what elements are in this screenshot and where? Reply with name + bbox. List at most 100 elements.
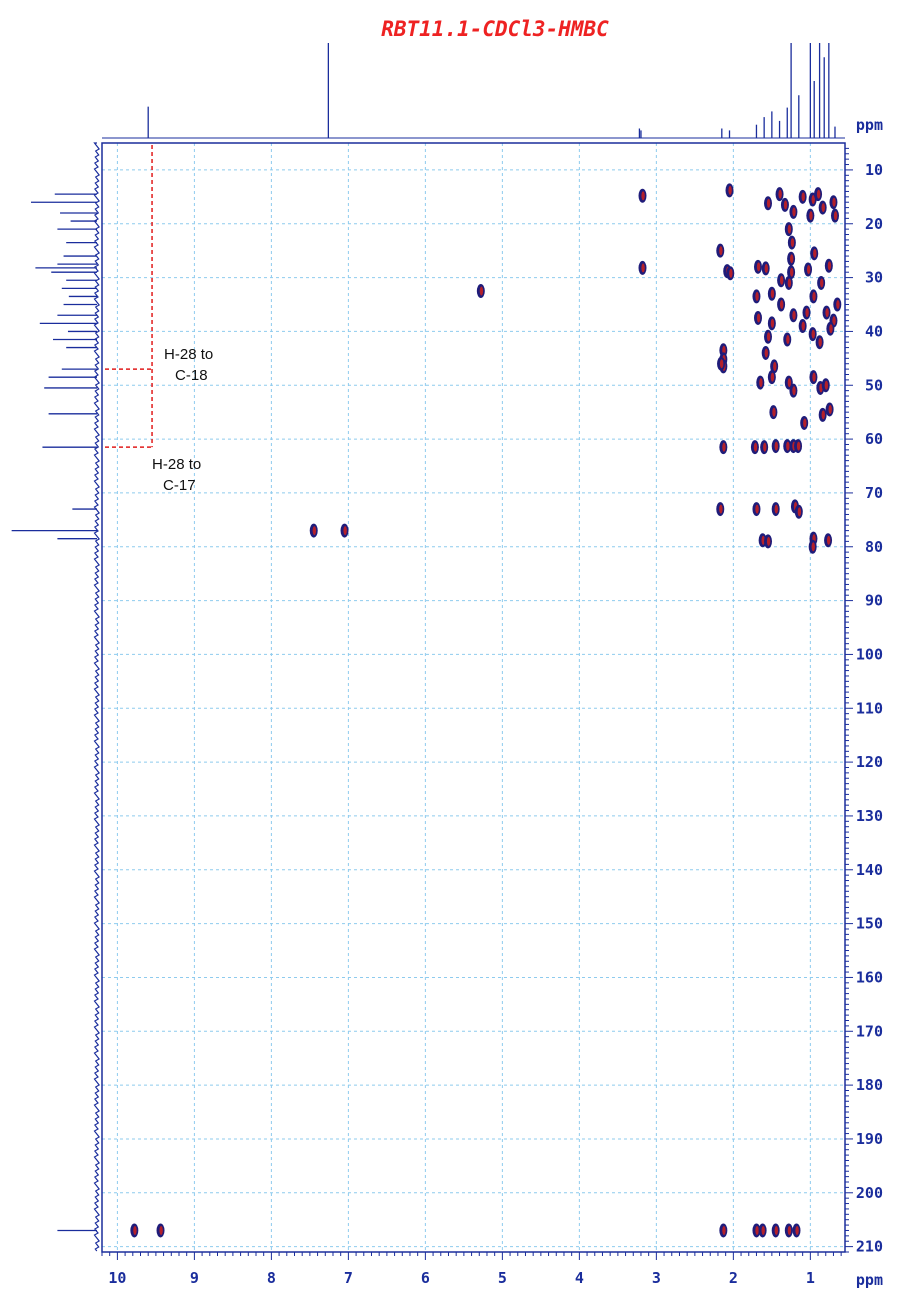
correlation-peak-core xyxy=(756,313,761,323)
correlation-peak-core xyxy=(836,300,840,310)
y-tick-label: 190 xyxy=(856,1130,883,1148)
correlation-peak-core xyxy=(824,380,829,390)
correlation-peak-core xyxy=(833,211,838,221)
y-tick-label: 180 xyxy=(856,1076,883,1094)
correlation-peaks xyxy=(130,183,842,1238)
x-tick-label: 6 xyxy=(421,1269,430,1287)
x-axis-unit: ppm xyxy=(856,1271,883,1289)
correlation-peak-core xyxy=(787,278,792,288)
correlation-peak-core xyxy=(755,1225,759,1235)
y-tick-label: 210 xyxy=(856,1238,883,1256)
correlation-peak-core xyxy=(759,378,763,388)
correlation-peak-core xyxy=(797,507,802,517)
correlation-peak-core xyxy=(803,418,807,428)
correlation-peak-core xyxy=(792,310,796,320)
correlation-peak-core xyxy=(641,191,645,201)
correlation-peak-core xyxy=(792,386,796,396)
correlation-peak-core xyxy=(812,372,816,382)
correlation-peak-core xyxy=(809,211,813,221)
correlation-peak-core xyxy=(770,318,775,328)
correlation-peak-core xyxy=(787,378,792,388)
correlation-peak-core xyxy=(719,504,723,514)
correlation-peak-core xyxy=(832,316,836,326)
correlation-peak-core xyxy=(755,504,759,514)
annotation-c18-line2: C-18 xyxy=(175,367,208,384)
correlation-peak-core xyxy=(755,291,759,301)
correlation-peak-core xyxy=(774,441,779,451)
y-tick-label: 50 xyxy=(865,376,883,394)
correlation-peak-core xyxy=(829,324,833,334)
correlation-peak-core xyxy=(722,1225,726,1235)
correlation-peak-core xyxy=(811,542,815,552)
y-tick-label: 40 xyxy=(865,322,883,340)
correlation-peak-core xyxy=(821,410,825,420)
correlation-peak-core xyxy=(812,291,816,301)
y-tick-label: 200 xyxy=(856,1184,883,1202)
correlation-peak-core xyxy=(133,1225,137,1235)
correlation-peak-core xyxy=(641,263,645,273)
correlation-peak-core xyxy=(801,321,805,331)
x-tick-label: 5 xyxy=(498,1269,507,1287)
grid-lines xyxy=(102,143,845,1252)
correlation-peak-core xyxy=(818,337,822,347)
carbon-projection-spectrum xyxy=(11,142,100,1252)
correlation-peak-core xyxy=(820,278,824,288)
correlation-peak-core xyxy=(764,263,768,273)
correlation-peak-core xyxy=(761,1225,765,1235)
y-tick-label: 100 xyxy=(856,645,883,663)
correlation-peak-core xyxy=(766,332,771,342)
correlation-peak-core xyxy=(756,262,761,272)
correlation-peak-core xyxy=(763,442,767,452)
axes: 10 9 8 7 6 5 4 3 2 110203040506070809010011012013… xyxy=(101,142,883,1287)
correlation-peak-core xyxy=(770,372,775,382)
x-tick-label: 7 xyxy=(344,1269,353,1287)
correlation-peak-core xyxy=(722,442,726,452)
correlation-peak-core xyxy=(787,224,792,234)
correlation-peak-core xyxy=(774,504,779,514)
y-tick-label: 150 xyxy=(856,915,883,933)
x-tick-label: 9 xyxy=(190,1269,199,1287)
correlation-peak-core xyxy=(790,238,795,248)
correlation-peak-core xyxy=(790,267,794,277)
correlation-peak-core xyxy=(786,334,790,344)
correlation-peak-core xyxy=(796,441,801,451)
y-tick-label: 70 xyxy=(865,484,883,502)
x-tick-label: 8 xyxy=(267,1269,276,1287)
correlation-peak-core xyxy=(728,185,732,195)
y-tick-label: 90 xyxy=(865,592,883,610)
correlation-peak-core xyxy=(827,261,832,271)
x-tick-label: 3 xyxy=(652,1269,661,1287)
correlation-peak-core xyxy=(783,200,788,210)
y-axis-unit: ppm xyxy=(856,116,883,134)
x-tick-label: 1 xyxy=(806,1269,815,1287)
correlation-peak-core xyxy=(805,308,809,318)
correlation-peak-core xyxy=(786,441,790,451)
correlation-peak-core xyxy=(719,246,723,256)
correlation-peak-core xyxy=(811,195,815,205)
y-tick-label: 140 xyxy=(856,861,883,879)
correlation-peak-core xyxy=(312,526,317,536)
correlation-peak-core xyxy=(790,254,794,264)
annotation-c17-line1: H-28 to xyxy=(152,456,201,473)
correlation-peak-core xyxy=(787,1225,792,1235)
correlation-peak-core xyxy=(764,348,768,358)
y-tick-label: 10 xyxy=(865,161,883,179)
correlation-peak-core xyxy=(753,442,758,452)
x-tick-label: 10 xyxy=(108,1269,126,1287)
correlation-peak-core xyxy=(159,1225,163,1235)
y-tick-label: 160 xyxy=(856,968,883,986)
correlation-peak-core xyxy=(343,526,347,536)
correlation-peak-core xyxy=(729,268,733,278)
correlation-peak-core xyxy=(770,289,775,299)
x-tick-label: 4 xyxy=(575,1269,584,1287)
correlation-peak-core xyxy=(773,361,777,371)
annotation-c18-line1: H-28 to xyxy=(164,346,213,363)
correlation-peak-core xyxy=(821,203,825,213)
correlation-peak-core xyxy=(479,286,484,296)
y-tick-label: 20 xyxy=(865,215,883,233)
correlation-peak-core xyxy=(792,207,796,217)
correlation-peak-core xyxy=(766,198,771,208)
annotations: H-28 to C-18 H-28 to C-17 xyxy=(105,145,213,494)
y-tick-label: 130 xyxy=(856,807,883,825)
